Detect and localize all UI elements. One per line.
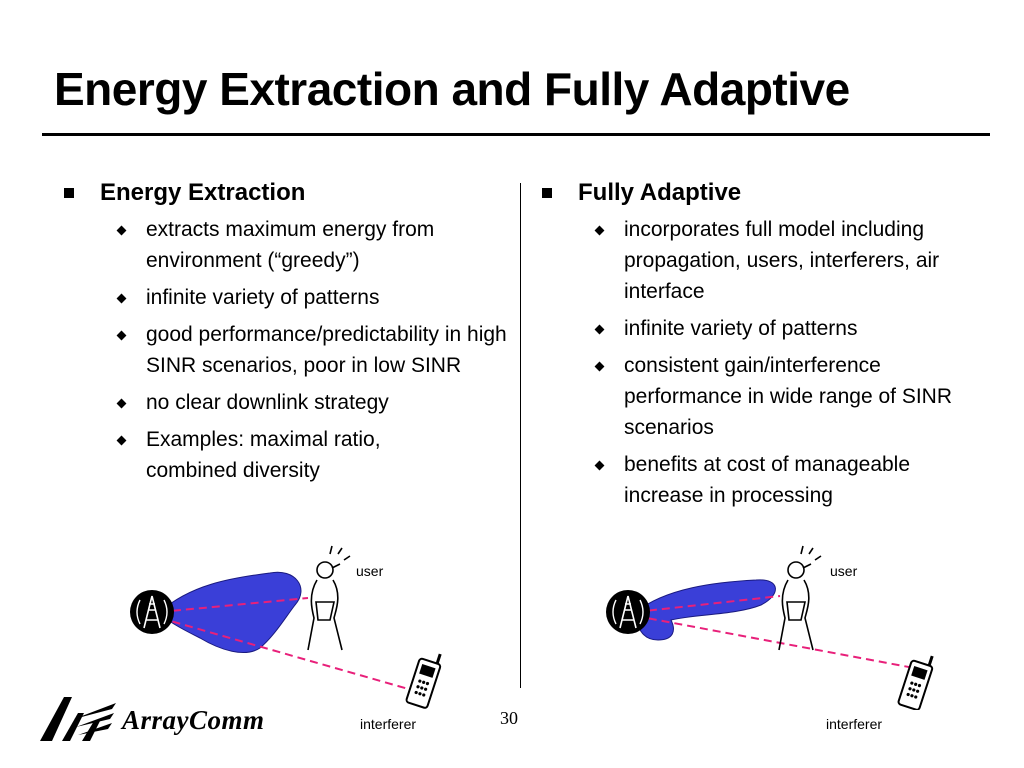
page-number: 30 — [500, 708, 518, 728]
fully-adaptive-diagram: user interferer — [596, 540, 956, 732]
energy-extraction-column: Energy Extraction extracts maximum energ… — [62, 178, 512, 492]
list-item: infinite variety of patterns — [586, 313, 990, 344]
beam-pattern — [159, 571, 302, 654]
slide-title: Energy Extraction and Fully Adaptive — [54, 63, 850, 115]
interferer-label: interferer — [826, 716, 883, 732]
diamond-bullet-icon — [594, 460, 605, 471]
list-item: no clear downlink strategy — [108, 387, 512, 418]
energy-extraction-heading: Energy Extraction — [62, 178, 512, 208]
diamond-bullet-icon — [594, 361, 605, 372]
heading-text: Energy Extraction — [100, 179, 306, 206]
fully-adaptive-column: Fully Adaptive incorporates full model i… — [540, 178, 990, 517]
logo-text: ArrayComm — [122, 705, 265, 735]
interferer-label: interferer — [360, 716, 417, 732]
person-phone-icon — [778, 545, 822, 651]
diamond-bullet-icon — [116, 398, 127, 409]
user-label: user — [356, 563, 384, 579]
energy-extraction-list: extracts maximum energy from environment… — [62, 214, 512, 486]
user-link-line — [159, 597, 309, 613]
arraycomm-logo-icon — [40, 697, 116, 741]
arraycomm-logo: ArrayComm — [38, 693, 288, 745]
mobile-phone-icon — [405, 653, 442, 709]
base-station-icon — [606, 590, 650, 634]
list-item: consistent gain/interference performance… — [586, 350, 969, 443]
list-item: good performance/predictability in high … — [108, 319, 516, 381]
list-item: extracts maximum energy from environment… — [108, 214, 501, 276]
diamond-bullet-icon — [116, 293, 127, 304]
title-divider — [42, 133, 990, 136]
diamond-bullet-icon — [116, 435, 127, 446]
energy-extraction-diagram: user interferer — [120, 540, 480, 732]
person-phone-icon — [307, 545, 351, 651]
interferer-link-line — [159, 617, 413, 691]
beam-pattern — [635, 579, 776, 641]
base-station-icon — [130, 590, 174, 634]
diamond-bullet-icon — [594, 225, 605, 236]
square-bullet-icon — [64, 188, 74, 198]
diamond-bullet-icon — [116, 330, 127, 341]
diamond-bullet-icon — [116, 225, 127, 236]
list-item: benefits at cost of manageable increase … — [586, 449, 989, 511]
column-divider — [520, 183, 521, 688]
list-item: incorporates full model including propag… — [586, 214, 974, 307]
list-item: Examples: maximal ratio, combined divers… — [108, 424, 466, 486]
interferer-link-line — [635, 615, 915, 669]
fully-adaptive-heading: Fully Adaptive — [540, 178, 990, 208]
user-label: user — [830, 563, 858, 579]
heading-text: Fully Adaptive — [578, 179, 742, 206]
fully-adaptive-list: incorporates full model including propag… — [540, 214, 990, 511]
mobile-phone-icon — [897, 655, 934, 710]
list-item: infinite variety of patterns — [108, 282, 512, 313]
diamond-bullet-icon — [594, 324, 605, 335]
square-bullet-icon — [542, 188, 552, 198]
user-link-line — [635, 595, 781, 613]
